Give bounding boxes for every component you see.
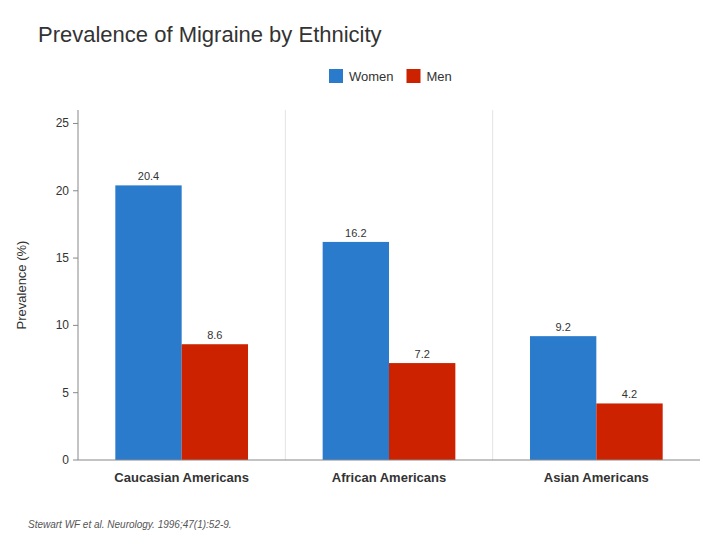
legend-label: Men xyxy=(427,69,452,84)
y-axis-line xyxy=(78,110,79,460)
y-tick xyxy=(73,123,78,124)
bar xyxy=(596,403,662,460)
x-axis-line xyxy=(78,460,700,461)
bar xyxy=(389,363,455,460)
annotation: Stewart WF et al. Neurology. 1996;47(1):… xyxy=(28,519,232,530)
y-tick-label: 0 xyxy=(62,453,69,467)
data-label: 8.6 xyxy=(207,329,222,341)
bar xyxy=(182,344,248,460)
y-tick xyxy=(73,460,78,461)
bar xyxy=(115,185,181,460)
data-label: 9.2 xyxy=(556,321,571,333)
data-label: 20.4 xyxy=(138,170,159,182)
legend-swatch xyxy=(407,69,421,83)
bars xyxy=(115,185,662,460)
y-tick-label: 5 xyxy=(62,386,69,400)
y-tick-label: 20 xyxy=(56,184,70,198)
bar xyxy=(323,242,389,460)
group-separator xyxy=(285,110,286,460)
x-tick-label: African Americans xyxy=(332,470,446,485)
y-tick-label: 10 xyxy=(56,318,70,332)
y-tick-label: 15 xyxy=(56,251,70,265)
chart: Prevalence of Migraine by Ethnicity 0 5 10 1… xyxy=(0,0,720,540)
y-tick xyxy=(73,258,78,259)
bar xyxy=(530,336,596,460)
legend-swatch xyxy=(329,69,343,83)
data-labels: 20.4 16.2 9.2 8.6 7.2 4.2 xyxy=(138,170,637,400)
x-ticks: Caucasian Americans African Americans Asia… xyxy=(114,470,648,485)
chart-container: Prevalence of Migraine by Ethnicity 0 5 10 1… xyxy=(0,0,720,540)
y-axis-label: Prevalence (%) xyxy=(14,241,29,330)
data-label: 16.2 xyxy=(345,227,366,239)
x-tick-label: Asian Americans xyxy=(544,470,649,485)
background xyxy=(0,0,720,540)
data-label: 4.2 xyxy=(622,388,637,400)
data-label: 7.2 xyxy=(415,348,430,360)
y-tick xyxy=(73,392,78,393)
y-tick xyxy=(73,190,78,191)
title: Prevalence of Migraine by Ethnicity xyxy=(38,22,382,47)
legend: Women Men xyxy=(329,69,452,84)
group-separator xyxy=(492,110,493,460)
y-tick-label: 25 xyxy=(56,116,70,130)
x-tick-label: Caucasian Americans xyxy=(114,470,249,485)
y-tick xyxy=(73,325,78,326)
legend-label: Women xyxy=(349,69,394,84)
y-ticks: 0 5 10 15 20 25 xyxy=(56,116,78,467)
